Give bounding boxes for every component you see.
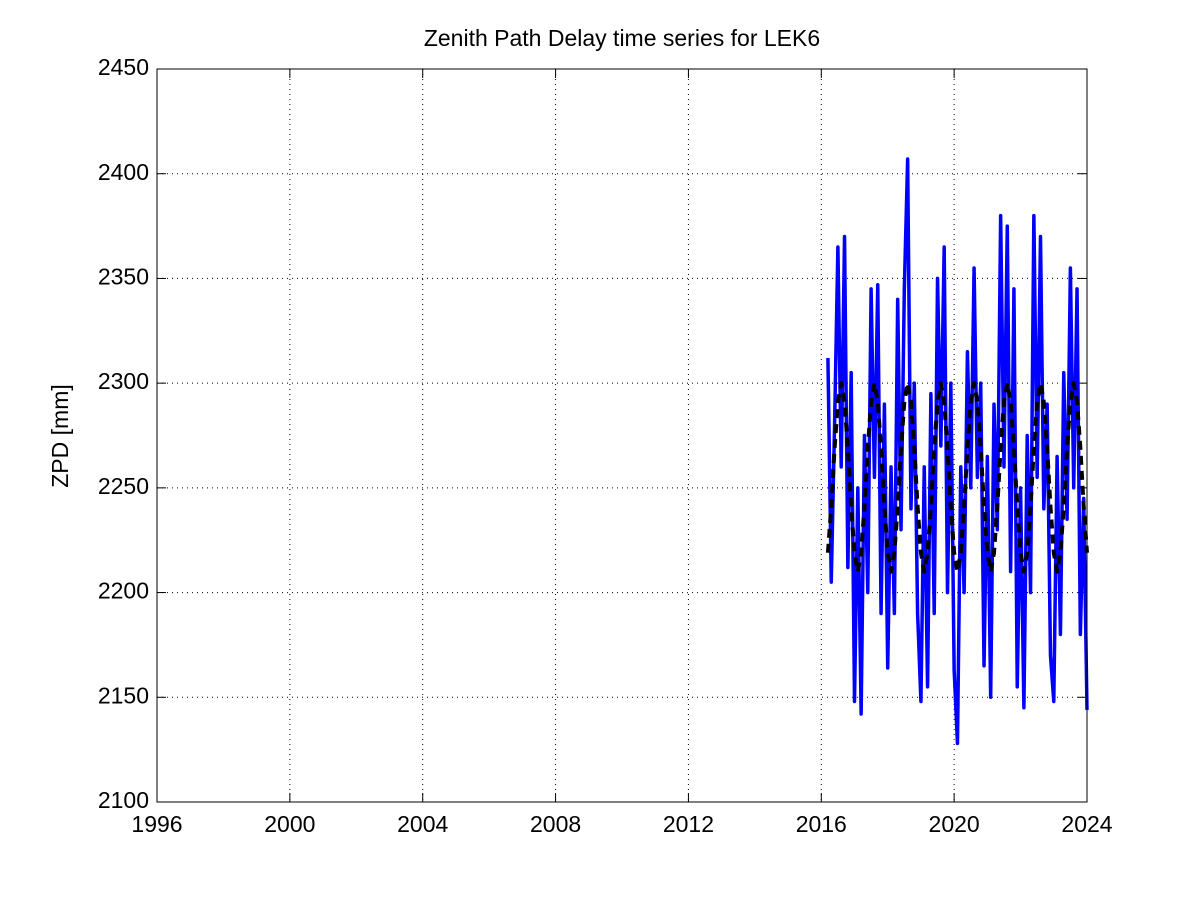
y-tick-label: 2350 [98,264,149,290]
x-tick-label: 2024 [1061,811,1112,837]
y-axis-label: ZPD [mm] [47,384,73,488]
y-tick-label: 2150 [98,682,149,708]
x-tick-label: 2000 [264,811,315,837]
x-tick-label: 2020 [929,811,980,837]
y-tick-label: 2100 [98,787,149,813]
y-tick-label: 2400 [98,159,149,185]
series-line [826,157,1089,746]
y-tick-label: 2200 [98,578,149,604]
x-tick-label: 2004 [397,811,448,837]
series-line [825,381,1089,574]
x-tick-label: 2012 [663,811,714,837]
y-tick-label: 2250 [98,473,149,499]
chart-title: Zenith Path Delay time series for LEK6 [424,25,820,51]
y-tick-label: 2300 [98,368,149,394]
x-tick-label: 2016 [796,811,847,837]
plot-frame [156,68,1088,803]
y-tick-label: 2450 [98,54,149,80]
x-tick-label: 1996 [131,811,182,837]
x-tick-label: 2008 [530,811,581,837]
